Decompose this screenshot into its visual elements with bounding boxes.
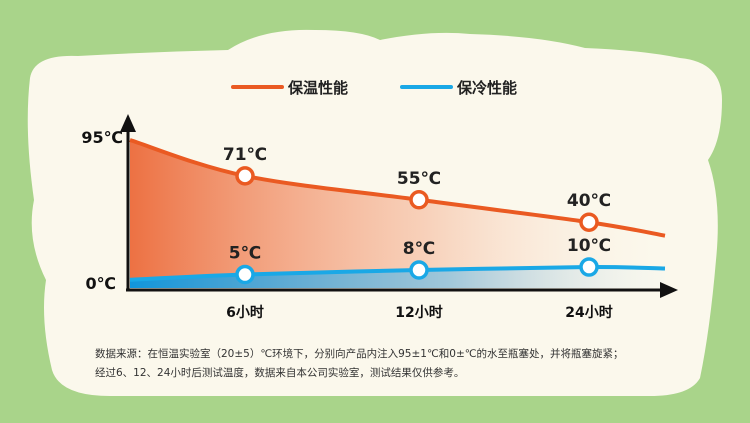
legend: 保温性能 保冷性能	[231, 79, 517, 97]
x-tick-12h: 12小时	[395, 304, 442, 321]
footnote-line-2: 经过6、12、24小时后测试温度，数据来自本公司实验室，测试结果仅供参考。	[95, 366, 464, 379]
legend-label-cold: 保冷性能	[456, 79, 517, 97]
footnote-line-1: 数据来源：在恒温实验室（20±5）℃环境下，分别向产品内注入95±1℃和0±℃的…	[95, 347, 624, 360]
hot-point-6h	[235, 166, 255, 186]
cold-point-6h	[235, 264, 255, 285]
y-axis-arrow-icon	[120, 114, 136, 132]
hot-label-12h: 55℃	[397, 169, 441, 189]
x-axis-arrow-icon	[660, 282, 678, 298]
y-tick-0: 0℃	[85, 274, 116, 293]
axes	[120, 114, 678, 298]
data-points: 71℃ 55℃ 40℃ 5℃ 8℃ 10℃	[223, 145, 611, 285]
x-tick-6h: 6小时	[226, 304, 264, 321]
hot-point-24h	[579, 212, 599, 232]
hot-point-12h	[409, 190, 429, 210]
cold-series-area	[130, 267, 665, 288]
hot-label-6h: 71℃	[223, 145, 267, 165]
cold-label-12h: 8℃	[403, 239, 435, 259]
y-tick-95: 95℃	[81, 128, 123, 147]
cold-point-24h	[579, 257, 599, 277]
hot-series-area	[130, 140, 665, 288]
hot-label-24h: 40℃	[567, 191, 611, 211]
cold-label-6h: 5℃	[229, 244, 261, 264]
legend-label-hot: 保温性能	[287, 79, 348, 97]
cold-label-24h: 10℃	[567, 236, 611, 256]
x-tick-24h: 24小时	[565, 304, 612, 321]
cold-point-12h	[409, 260, 429, 280]
